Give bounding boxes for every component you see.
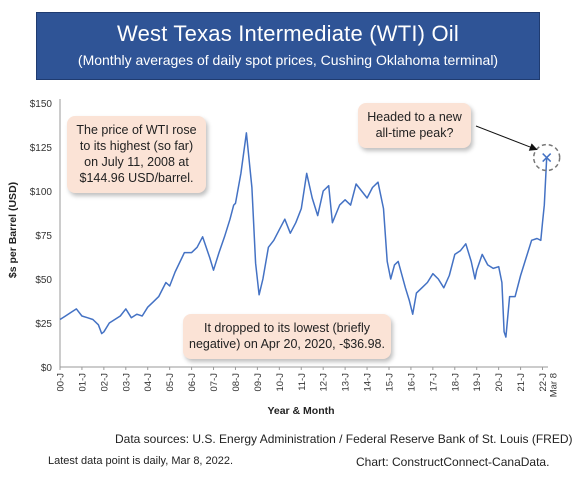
chart-subtitle: (Monthly averages of daily spot prices, … <box>77 52 499 68</box>
low-callout-text: It dropped to its lowest (briefly negati… <box>189 321 385 351</box>
x-tick-label: 04-J <box>143 373 154 392</box>
x-tick-label: 16-J <box>406 373 417 392</box>
x-tick-label: 19-J <box>472 373 483 392</box>
x-tick-label: 22-J <box>538 373 549 392</box>
y-tick-label: $100 <box>30 187 53 198</box>
x-tick-label: 02-J <box>99 373 110 392</box>
x-axis-tick-labels: 00-J 01-J 02-J 03-J 04-J 05-J 06-J 07-J 08-J 09-J… <box>56 367 560 397</box>
y-tick-label: $150 <box>30 99 53 110</box>
x-axis-label: Year & Month <box>267 405 334 417</box>
x-tick-label: 11-J <box>297 373 308 391</box>
latest-callout: Headed to a new all-time peak? <box>358 103 471 148</box>
x-tick-label: 09-J <box>253 373 264 392</box>
peak-callout: The price of WTI rose to its highest (so… <box>67 116 206 193</box>
title-banner: West Texas Intermediate (WTI) Oil (Month… <box>36 12 540 80</box>
x-tick-label: 05-J <box>165 373 176 392</box>
x-tick-label: 01-J <box>77 373 88 392</box>
latest-callout-text: Headed to a new all-time peak? <box>367 110 462 140</box>
low-callout: It dropped to its lowest (briefly negati… <box>183 314 391 359</box>
chart-credit: Chart: ConstructConnect-CanaData. <box>356 455 550 469</box>
wti-price-line <box>59 132 548 338</box>
y-tick-label: $25 <box>35 319 52 330</box>
x-tick-label: 00-J <box>56 373 67 392</box>
x-tick-label: 06-J <box>187 373 198 392</box>
data-sources-note: Data sources: U.S. Energy Administration… <box>115 432 573 446</box>
y-tick-label: $125 <box>30 143 53 154</box>
y-axis-tick-labels: $0 $25 $50 $75 $100 $125 $150 <box>30 99 53 374</box>
latest-point-ring <box>532 143 561 172</box>
x-tick-label: 03-J <box>121 373 132 392</box>
series-layer <box>59 132 561 338</box>
x-tick-label: 20-J <box>494 373 505 392</box>
y-tick-label: $50 <box>35 275 52 286</box>
x-tick-label: 12-J <box>319 373 330 392</box>
peak-callout-text: The price of WTI rose to its highest (so… <box>76 123 197 185</box>
latest-data-note: Latest data point is daily, Mar 8, 2022. <box>48 455 234 467</box>
callout-lines <box>475 125 538 151</box>
axes <box>59 99 548 368</box>
x-tick-label: 18-J <box>450 373 461 392</box>
x-tick-label: 15-J <box>384 373 395 392</box>
x-tick-label: 13-J <box>341 373 352 392</box>
latest-point-marker <box>542 153 552 163</box>
x-tick-label: 07-J <box>209 373 220 392</box>
x-tick-label-last: Mar 8 <box>549 373 560 397</box>
x-tick-label: 17-J <box>428 373 439 392</box>
y-tick-label: $0 <box>41 363 53 374</box>
x-tick-label: 10-J <box>275 373 286 392</box>
x-tick-label: 08-J <box>231 373 242 392</box>
latest-callout-arrow <box>475 125 538 151</box>
y-axis-label: $s per Barrel (USD) <box>7 182 19 278</box>
chart-title: West Texas Intermediate (WTI) Oil <box>117 21 459 46</box>
y-tick-label: $75 <box>35 231 52 242</box>
x-tick-label: 14-J <box>363 373 374 392</box>
x-tick-label: 21-J <box>516 373 527 392</box>
